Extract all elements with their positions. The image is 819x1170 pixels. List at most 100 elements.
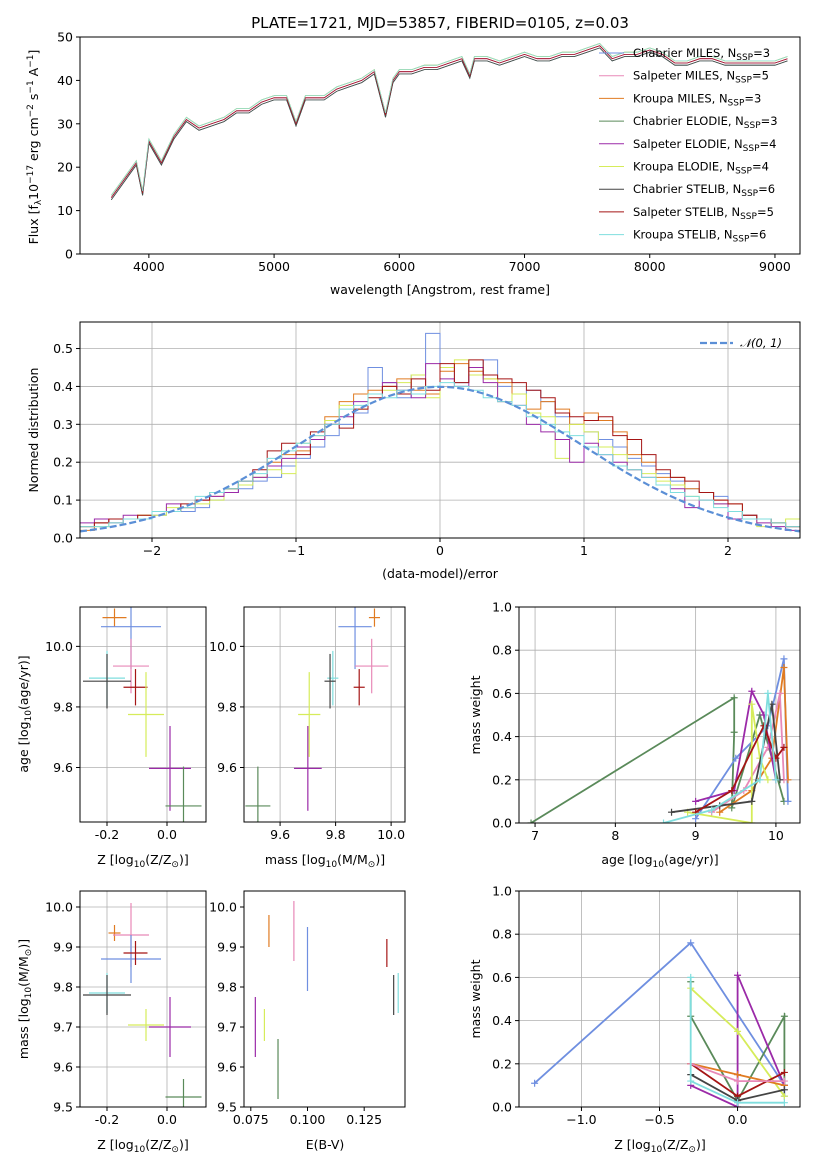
x-tick-label: 1: [580, 543, 588, 558]
weight-marker: [780, 1092, 788, 1100]
y-tick-label: 9.9: [53, 940, 73, 955]
y-tick-label: 0.2: [492, 1056, 512, 1071]
x-tick-label: 10.0: [377, 827, 405, 842]
text-part: SSP: [741, 189, 758, 199]
legend-entry: Kroupa MILES, NSSP=3: [633, 91, 761, 108]
legend-entry: Salpeter MILES, NSSP=5: [633, 69, 769, 86]
histogram-step-5: [80, 382, 800, 538]
y-tick-label: 1.0: [492, 600, 512, 615]
x-tick-label: 0.100: [290, 1112, 326, 1127]
axes-frame: [243, 606, 406, 823]
spectrum-y-label: Flux [fλ10−17 erg cm−2 s−1 A−1]: [26, 50, 44, 245]
axes-frame: [79, 890, 207, 1108]
grid-lines: [80, 891, 206, 1108]
axes-frame: [243, 890, 406, 1108]
text-part: ]: [26, 50, 41, 55]
text-part: ⊙: [171, 1145, 179, 1155]
age-massweight-panel: 7 8 9 10 0.0 0.2 0.4 0.6 0.8 1.0: [492, 600, 801, 843]
legend-entry: Salpeter STELIB, NSSP=5: [633, 205, 774, 222]
weight-series-8: [689, 977, 785, 1104]
y-tick-label: 9.9: [217, 940, 237, 955]
spectrum-series-salpeter-stelib: [110, 45, 788, 198]
histograms: [80, 332, 800, 538]
x-tick-label: −1.0: [566, 1112, 596, 1127]
ebv-mass-panel: 0.075 0.100 0.125 9.5 9.6 9.7 9.8 9.9 10.0: [209, 890, 406, 1127]
text-part: s: [26, 94, 41, 105]
y-tick-label: 9.8: [217, 980, 237, 995]
text-part: mass [log: [16, 998, 31, 1059]
weight-marker: [780, 663, 788, 671]
text-part: Z [log: [97, 1137, 133, 1152]
text-part: =6: [749, 228, 766, 242]
axes-frame: [79, 36, 801, 255]
text-part: SSP: [743, 144, 760, 154]
weight-lines: [531, 939, 788, 1107]
text-part: SSP: [735, 167, 752, 177]
text-part: (M/M: [337, 852, 368, 867]
legend-entry: Kroupa ELODIE, NSSP=4: [633, 160, 769, 177]
text-part: 10: [653, 860, 665, 870]
text-part: SSP: [736, 53, 753, 63]
weight-marker: [780, 1077, 788, 1085]
weight-marker: [780, 655, 788, 663]
y-tick-label: 9.7: [53, 1020, 73, 1035]
y-tick-label: 0.4: [492, 1013, 512, 1028]
weight-marker: [730, 694, 738, 702]
text-part: 10: [134, 1145, 146, 1155]
weight-series-2: [690, 974, 786, 1107]
y-tick-label: 9.5: [217, 1100, 237, 1115]
text-part: 10: [26, 184, 41, 200]
x-tick-label: 8000: [634, 259, 666, 274]
y-tick-label: 0: [65, 247, 73, 262]
text-part: (Z/Z: [145, 852, 171, 867]
text-part: −2: [26, 104, 36, 117]
y-tick-label: 0.6: [492, 686, 512, 701]
weight-marker: [687, 1077, 695, 1085]
text-part: (age/yr)]: [664, 852, 719, 867]
y-tick-label: 0.2: [53, 455, 73, 470]
y-tick-label: 9.8: [53, 980, 73, 995]
x-tick-label: −2: [143, 543, 161, 558]
weight-marker: [756, 776, 764, 784]
text-part: ⊙: [368, 860, 376, 870]
z-massweight-panel: −1.0 −0.5 0.0 0.0 0.2 0.4 0.6 0.8 1.0: [492, 884, 801, 1127]
weight-marker: [764, 776, 772, 784]
text-part: =6: [758, 182, 775, 196]
y-tick-label: 10.0: [45, 900, 73, 915]
y-tick-label: 0.4: [53, 379, 73, 394]
y-tick-label: 9.6: [53, 1060, 73, 1075]
weight-marker: [748, 700, 756, 708]
text-part: =4: [760, 137, 777, 151]
x-tick-label: 6000: [383, 259, 415, 274]
weight-marker: [734, 1071, 742, 1079]
text-part: )]: [179, 1137, 189, 1152]
z-mass-panel: -0.2 0.0 9.5 9.6 9.7 9.8 9.9 10.0: [45, 890, 207, 1127]
normal-curve: [80, 385, 800, 533]
y-tick-label: 20: [57, 160, 73, 175]
z-mass-x-label: Z [log10(Z/Z⊙)]: [97, 1137, 188, 1155]
y-tick-label: 9.6: [217, 1060, 237, 1075]
text-part: mass [log: [265, 852, 326, 867]
text-part: =5: [757, 205, 774, 219]
text-part: −1: [26, 55, 36, 68]
weight-marker: [730, 728, 738, 736]
x-tick-label: 0.125: [346, 1112, 382, 1127]
residual-y-label: Normed distribution: [26, 368, 41, 493]
weight-marker: [748, 687, 756, 695]
z-mass-y-label: mass [log10(M/M⊙)]: [16, 939, 34, 1059]
legend-entry: Chabrier STELIB, NSSP=6: [633, 182, 775, 199]
weight-marker: [728, 787, 736, 795]
x-tick-label: 0: [436, 543, 444, 558]
x-tick-label: -0.2: [95, 1112, 119, 1127]
y-tick-label: 9.8: [53, 699, 73, 714]
text-part: SSP: [740, 212, 757, 222]
text-part: )]: [375, 852, 385, 867]
text-part: Kroupa MILES, N: [633, 91, 728, 105]
y-tick-label: 0.8: [492, 643, 512, 658]
weight-marker: [527, 819, 535, 823]
grid-lines: [80, 607, 206, 822]
text-part: )]: [179, 852, 189, 867]
text-part: erg cm: [26, 117, 41, 165]
legend-entry: Kroupa STELIB, NSSP=6: [633, 228, 766, 245]
weight-marker: [780, 1012, 788, 1020]
